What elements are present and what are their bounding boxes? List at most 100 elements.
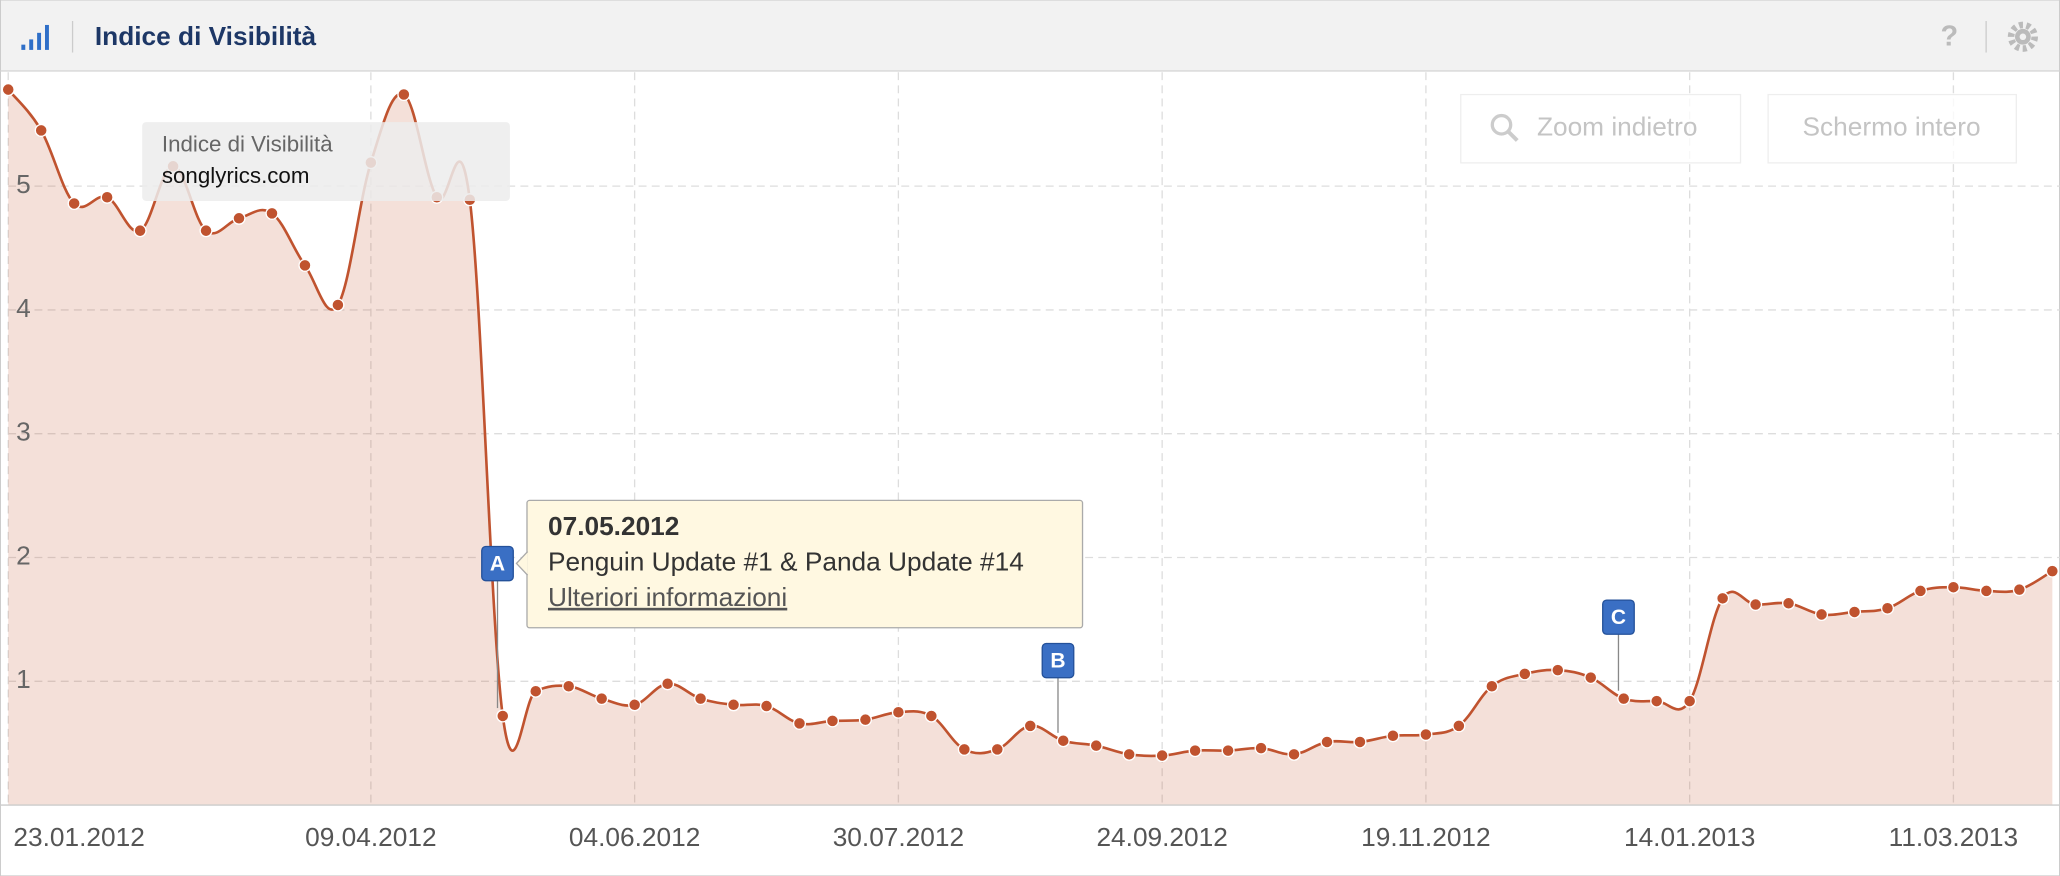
tooltip-pointer: [515, 551, 529, 576]
point: [990, 742, 1004, 756]
point: [1287, 747, 1301, 761]
y-tick-label: 2: [16, 540, 31, 570]
button-label: Schermo intero: [1803, 112, 1981, 142]
signal-icon: [21, 24, 49, 50]
event-box: [1041, 642, 1075, 679]
event-flag[interactable]: C: [1602, 599, 1635, 691]
point: [1650, 694, 1664, 708]
settings-icon[interactable]: [2007, 21, 2038, 52]
point: [1419, 727, 1433, 742]
point: [1485, 679, 1499, 693]
legend-box: [142, 122, 510, 201]
x-tick-label: 19.11.2012: [1361, 822, 1490, 852]
point: [661, 677, 675, 691]
point: [1188, 744, 1202, 758]
point: [891, 705, 905, 719]
point: [1155, 748, 1169, 763]
x-tick-label: 30.07.2012: [833, 822, 964, 852]
point: [858, 713, 872, 727]
event-flag[interactable]: B: [1041, 642, 1075, 733]
point: [825, 714, 840, 728]
point: [1023, 719, 1037, 733]
point: [1221, 744, 1235, 758]
point: [1946, 580, 1960, 594]
point: [1749, 597, 1763, 612]
x-tick-label: 09.04.2012: [305, 822, 436, 852]
point: [1913, 584, 1928, 598]
point: [1847, 605, 1862, 619]
x-tick-label: 11.03.2013: [1889, 822, 2018, 852]
legend-title: Indice di Visibilità: [162, 132, 333, 157]
tooltip: 07.05.2012 Penguin Update #1 & Panda Upd…: [515, 499, 1084, 629]
point: [759, 699, 774, 713]
tooltip-date: 07.05.2012: [548, 511, 679, 541]
point: [1617, 692, 1631, 706]
point: [1353, 735, 1367, 749]
y-tick-label: 3: [16, 417, 31, 447]
legend: Indice di Visibilità songlyrics.com: [142, 122, 510, 201]
event-box: [481, 545, 514, 582]
point: [265, 206, 279, 220]
point: [2012, 583, 2026, 597]
point: [199, 224, 213, 238]
point: [957, 742, 971, 756]
y-tick-label: 4: [16, 293, 31, 323]
point: [232, 211, 246, 225]
x-tick-label: 23.01.2012: [13, 822, 144, 852]
point: [1320, 735, 1334, 749]
event-label: B: [1050, 649, 1065, 672]
event-label: A: [490, 552, 505, 575]
point: [1551, 663, 1565, 677]
x-tick-label: 04.06.2012: [569, 822, 700, 852]
point: [924, 709, 938, 723]
event-box: [1602, 599, 1635, 635]
point: [1056, 734, 1070, 748]
legend-entry: songlyrics.com: [162, 163, 310, 188]
point: [1386, 729, 1400, 743]
point: [2045, 564, 2059, 578]
point: [1979, 584, 1993, 598]
point: [792, 716, 807, 730]
y-tick-label: 1: [16, 664, 31, 694]
point: [298, 258, 312, 272]
point: [1814, 607, 1829, 622]
area: [8, 89, 2053, 806]
zoom-out-button[interactable]: Zoom indietro: [1460, 93, 1742, 164]
point: [595, 692, 609, 706]
event-label: C: [1611, 606, 1626, 629]
point: [1, 82, 15, 97]
point: [562, 679, 576, 693]
point: [1880, 601, 1895, 615]
point: [1254, 741, 1268, 755]
point: [1089, 739, 1103, 753]
header-title: Indice di Visibilità: [95, 21, 317, 51]
point: [331, 298, 345, 312]
point: [529, 684, 543, 698]
help-icon[interactable]: ?: [1941, 21, 1959, 53]
fullscreen-button[interactable]: Schermo intero: [1767, 93, 2017, 164]
point: [1584, 671, 1598, 685]
point: [1782, 596, 1796, 610]
point: [1518, 667, 1532, 681]
point: [397, 87, 411, 102]
header-bar: [0, 0, 2060, 71]
point: [628, 698, 642, 712]
x-tick-label: 14.01.2013: [1624, 822, 1755, 852]
point: [694, 692, 708, 706]
point: [1452, 719, 1466, 733]
plot: 1 2 3 4 5 23.01.2012 09.04.2012 04.06.2012 30.07…: [0, 72, 2060, 852]
point: [1716, 591, 1730, 605]
point: [100, 190, 114, 204]
point: [1683, 694, 1697, 708]
tooltip-text: Penguin Update #1 & Panda Update #14: [548, 546, 1024, 576]
tooltip-link[interactable]: Ulteriori informazioni: [548, 582, 787, 612]
point: [34, 123, 48, 137]
button-label: Zoom indietro: [1537, 112, 1697, 142]
point: [496, 709, 510, 723]
point: [133, 224, 147, 238]
point: [1122, 747, 1136, 761]
point: [726, 698, 741, 712]
event-flag[interactable]: A: [481, 545, 514, 709]
